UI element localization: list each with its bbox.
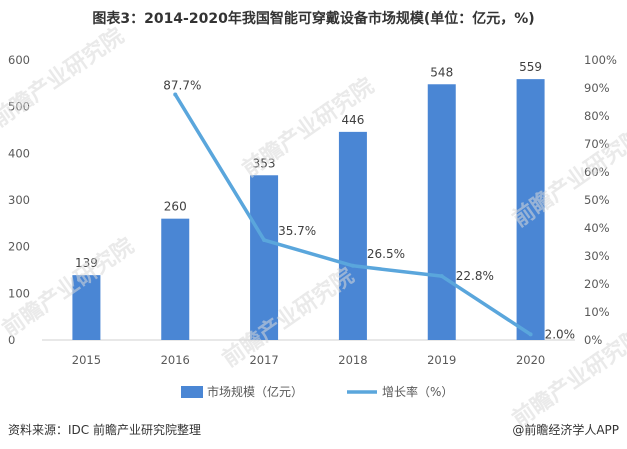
bar-data-label: 260 bbox=[164, 200, 187, 214]
bar bbox=[427, 84, 456, 341]
bar-data-label: 548 bbox=[430, 65, 453, 79]
bar bbox=[516, 79, 545, 340]
y-right-tick-label: 80% bbox=[584, 109, 610, 123]
line-data-label: 2.0% bbox=[545, 327, 576, 341]
footer-source: 资料来源：IDC 前瞻产业研究院整理 bbox=[8, 423, 201, 437]
y-left-tick-label: 300 bbox=[8, 193, 30, 207]
y-right-tick-label: 40% bbox=[584, 221, 610, 235]
line-data-label: 26.5% bbox=[367, 247, 405, 261]
y-right-tick-label: 60% bbox=[584, 165, 610, 179]
line-data-label: 22.8% bbox=[456, 269, 494, 283]
bar-data-label: 446 bbox=[341, 113, 364, 127]
y-right-tick-label: 100% bbox=[584, 53, 617, 67]
x-tick-label: 2017 bbox=[249, 353, 278, 367]
bar-data-label: 353 bbox=[253, 156, 276, 170]
y-left-tick-label: 100 bbox=[8, 286, 30, 300]
bar-data-label: 139 bbox=[75, 256, 98, 270]
y-left-tick-label: 600 bbox=[8, 53, 30, 67]
legend-bar-label: 市场规模（亿元） bbox=[207, 384, 303, 399]
y-right-tick-label: 10% bbox=[584, 305, 610, 319]
x-tick-label: 2018 bbox=[338, 353, 367, 367]
x-tick-label: 2016 bbox=[161, 353, 190, 367]
line-point bbox=[173, 92, 178, 97]
y-right-tick-label: 30% bbox=[584, 249, 610, 263]
legend-line-label: 增长率（%） bbox=[382, 384, 453, 399]
bar bbox=[161, 218, 190, 340]
x-tick-label: 2015 bbox=[72, 353, 101, 367]
x-axis: 2015 2016 2017 2018 2019 2020 bbox=[42, 339, 575, 367]
bar bbox=[338, 131, 367, 340]
y-right-tick-label: 90% bbox=[584, 81, 610, 95]
legend: 市场规模（亿元） 增长率（%） bbox=[181, 384, 453, 399]
y-right-tick-label: 0% bbox=[584, 333, 602, 347]
line-data-label: 87.7% bbox=[163, 78, 201, 92]
line-series: 87.7% 35.7% 26.5% 22.8% 2.0% bbox=[163, 78, 575, 341]
bar-series: 139 260 353 446 548 559 bbox=[72, 60, 545, 341]
bar-data-label: 559 bbox=[519, 60, 542, 74]
y-right-tick-label: 70% bbox=[584, 137, 610, 151]
legend-bar-swatch bbox=[181, 386, 203, 398]
bar bbox=[72, 275, 101, 340]
footer-brand: @前瞻经济学人APP bbox=[512, 423, 619, 437]
line-point bbox=[439, 274, 444, 279]
x-tick-label: 2020 bbox=[516, 353, 545, 367]
y-left-tick-label: 200 bbox=[8, 240, 30, 254]
y-axis-right: 0% 10% 20% 30% 40% 50% 60% 70% 80% 90% 100% bbox=[584, 53, 617, 347]
chart-title: 图表3：2014-2020年我国智能可穿戴设备市场规模(单位：亿元，%) bbox=[92, 11, 535, 27]
y-left-tick-label: 500 bbox=[8, 100, 30, 114]
line-point bbox=[350, 263, 355, 268]
line-point bbox=[262, 238, 267, 243]
line-point bbox=[528, 332, 533, 337]
y-left-tick-label: 400 bbox=[8, 146, 30, 160]
y-right-tick-label: 50% bbox=[584, 193, 610, 207]
y-axis-left: 0 100 200 300 400 500 600 bbox=[8, 53, 30, 347]
x-tick-label: 2019 bbox=[427, 353, 456, 367]
bar bbox=[250, 175, 279, 340]
y-right-tick-label: 20% bbox=[584, 277, 610, 291]
y-left-tick-label: 0 bbox=[8, 333, 15, 347]
line-data-label: 35.7% bbox=[278, 224, 316, 238]
